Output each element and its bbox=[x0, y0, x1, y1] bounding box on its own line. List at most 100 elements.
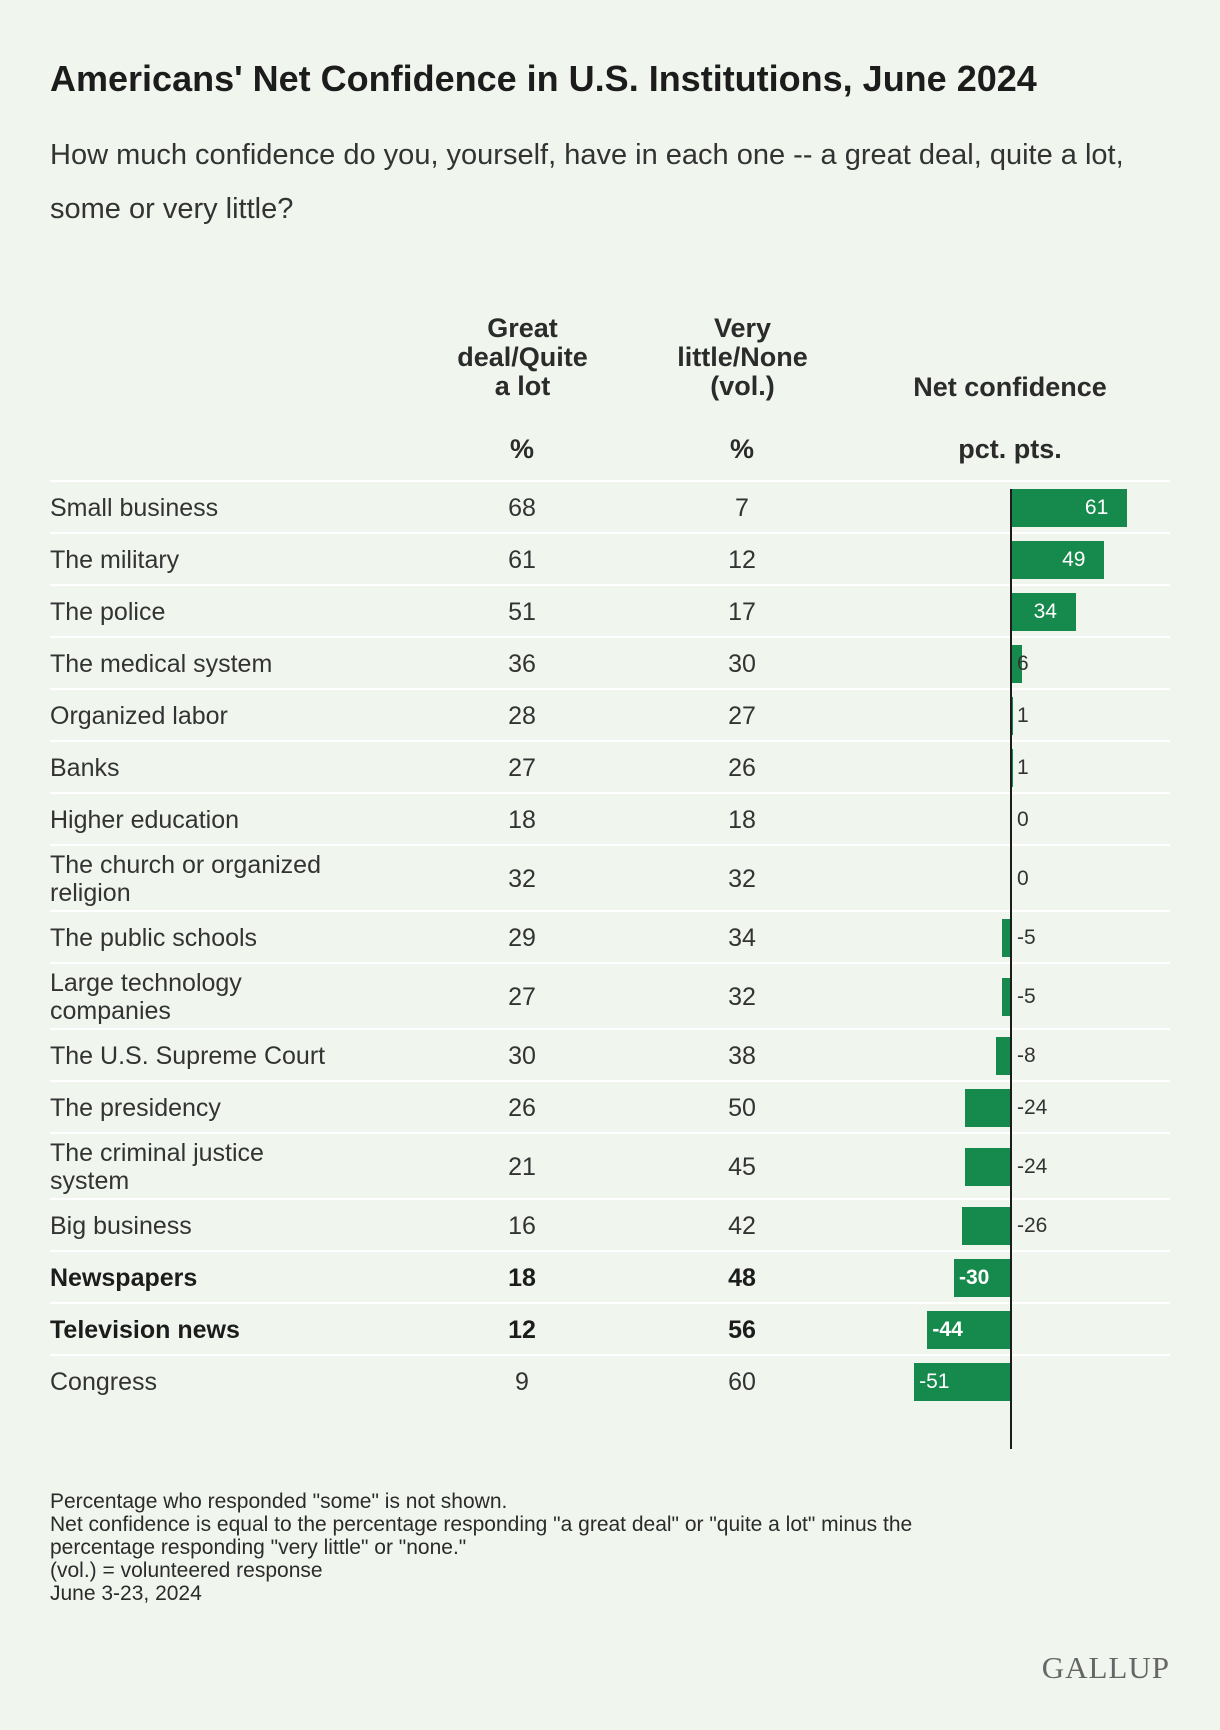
row-label-line: The criminal justice bbox=[50, 1139, 264, 1167]
row-separator bbox=[50, 962, 1170, 964]
very-little-value: 45 bbox=[728, 1153, 756, 1181]
footnote-line: Net confidence is equal to the percentag… bbox=[50, 1513, 913, 1536]
row-separator bbox=[50, 636, 1170, 638]
row-separator bbox=[50, 688, 1170, 690]
row-label-line: The presidency bbox=[50, 1094, 221, 1122]
net-confidence-label: 34 bbox=[1033, 600, 1057, 623]
row-label: Organized labor bbox=[50, 702, 390, 730]
row-label: Banks bbox=[50, 754, 390, 782]
great-deal-value: 28 bbox=[508, 702, 536, 730]
row-label: The public schools bbox=[50, 924, 390, 952]
row-label: Television news bbox=[50, 1316, 390, 1344]
very-little-value: 42 bbox=[728, 1212, 756, 1240]
net-confidence-bar bbox=[1011, 645, 1023, 683]
great-deal-value: 68 bbox=[508, 494, 536, 522]
row-separator bbox=[50, 1132, 1170, 1134]
very-little-value: 32 bbox=[728, 865, 756, 893]
chart-title: Americans' Net Confidence in U.S. Instit… bbox=[50, 58, 1037, 99]
very-little-value: 30 bbox=[728, 650, 756, 678]
zero-axis bbox=[1010, 489, 1012, 1449]
row-label: The presidency bbox=[50, 1094, 390, 1122]
net-confidence-label: -26 bbox=[1017, 1214, 1048, 1237]
net-confidence-label: 1 bbox=[1017, 756, 1029, 779]
net-confidence-bar bbox=[1011, 489, 1127, 527]
net-confidence-label: -44 bbox=[932, 1318, 963, 1341]
very-little-value: 7 bbox=[735, 494, 749, 522]
unit-very-little: % bbox=[729, 434, 754, 464]
great-deal-value: 21 bbox=[508, 1153, 536, 1181]
row-separator bbox=[50, 584, 1170, 586]
row-label: The criminal justice system bbox=[50, 1139, 390, 1195]
unit-great-deal: % bbox=[509, 434, 534, 464]
net-confidence-bar bbox=[914, 1363, 1011, 1401]
net-confidence-label: 61 bbox=[1084, 496, 1109, 519]
row-separator bbox=[50, 740, 1170, 742]
great-deal-value: 51 bbox=[508, 598, 536, 626]
col-header-very-little-line: little/None bbox=[677, 342, 808, 372]
footnote-line: percentage responding "very little" or "… bbox=[50, 1536, 467, 1559]
col-header-very-little: Very little/None (vol.) bbox=[660, 314, 825, 401]
row-separator bbox=[50, 1198, 1170, 1200]
row-label: Big business bbox=[50, 1212, 390, 1240]
very-little-value: 60 bbox=[728, 1368, 756, 1396]
footnote-line: June 3-23, 2024 bbox=[50, 1582, 202, 1605]
row-label: Congress bbox=[50, 1368, 390, 1396]
great-deal-value: 27 bbox=[508, 983, 536, 1011]
net-confidence-label: -30 bbox=[959, 1266, 990, 1289]
great-deal-value: 18 bbox=[508, 806, 536, 834]
net-confidence-label: 0 bbox=[1017, 867, 1029, 890]
net-confidence-bar bbox=[954, 1259, 1011, 1297]
row-label: Higher education bbox=[50, 806, 390, 834]
col-header-great-deal: Great deal/Quite a lot bbox=[440, 314, 605, 401]
row-label-line: Congress bbox=[50, 1368, 157, 1396]
row-label: The church or organized religion bbox=[50, 851, 390, 907]
net-confidence-label: -24 bbox=[1017, 1155, 1048, 1178]
very-little-value: 17 bbox=[728, 598, 756, 626]
row-label-line: The U.S. Supreme Court bbox=[50, 1042, 326, 1070]
row-label-line: Newspapers bbox=[50, 1264, 198, 1292]
very-little-value: 56 bbox=[728, 1316, 756, 1344]
col-header-very-little-line: Very bbox=[713, 313, 772, 343]
net-confidence-label: 0 bbox=[1017, 808, 1029, 831]
net-confidence-label: -8 bbox=[1017, 1044, 1036, 1067]
row-label: The medical system bbox=[50, 650, 390, 678]
row-separator bbox=[50, 1028, 1170, 1030]
col-header-very-little-line: (vol.) bbox=[710, 371, 775, 401]
net-confidence-label: -5 bbox=[1017, 985, 1036, 1008]
row-label-line: system bbox=[50, 1167, 130, 1195]
chart-subtitle: How much confidence do you, yourself, ha… bbox=[50, 139, 1124, 225]
row-separator bbox=[50, 1080, 1170, 1082]
great-deal-value: 26 bbox=[508, 1094, 536, 1122]
row-separator bbox=[50, 1302, 1170, 1304]
net-confidence-label: 6 bbox=[1017, 652, 1029, 675]
net-confidence-label: 49 bbox=[1062, 548, 1086, 571]
row-separator bbox=[50, 844, 1170, 846]
row-label-line: The public schools bbox=[50, 924, 258, 952]
row-label-line: Higher education bbox=[50, 806, 240, 834]
row-label: The police bbox=[50, 598, 390, 626]
net-confidence-label: 1 bbox=[1017, 704, 1029, 727]
row-label-line: religion bbox=[50, 879, 131, 907]
net-confidence-bar bbox=[995, 1037, 1011, 1075]
net-confidence-bar bbox=[927, 1311, 1011, 1349]
great-deal-value: 29 bbox=[508, 924, 536, 952]
row-separator bbox=[50, 910, 1170, 912]
row-label-line: Television news bbox=[50, 1316, 240, 1344]
row-label-line: Big business bbox=[50, 1212, 192, 1240]
very-little-value: 12 bbox=[728, 546, 756, 574]
net-confidence-label: -5 bbox=[1017, 926, 1036, 949]
row-label-line: Banks bbox=[50, 754, 120, 782]
row-separator bbox=[50, 792, 1170, 794]
row-label-line: The police bbox=[50, 598, 166, 626]
row-label-line: Large technology bbox=[50, 969, 242, 997]
great-deal-value: 30 bbox=[508, 1042, 536, 1070]
net-confidence-bar bbox=[1011, 541, 1105, 579]
great-deal-value: 32 bbox=[508, 865, 536, 893]
net-confidence-bar bbox=[1001, 978, 1011, 1016]
net-confidence-label: -24 bbox=[1017, 1096, 1048, 1119]
net-confidence-bar bbox=[1001, 919, 1011, 957]
row-label-line: The church or organized bbox=[50, 851, 321, 879]
very-little-value: 48 bbox=[728, 1264, 756, 1292]
great-deal-value: 36 bbox=[508, 650, 536, 678]
row-label: The U.S. Supreme Court bbox=[50, 1042, 390, 1070]
